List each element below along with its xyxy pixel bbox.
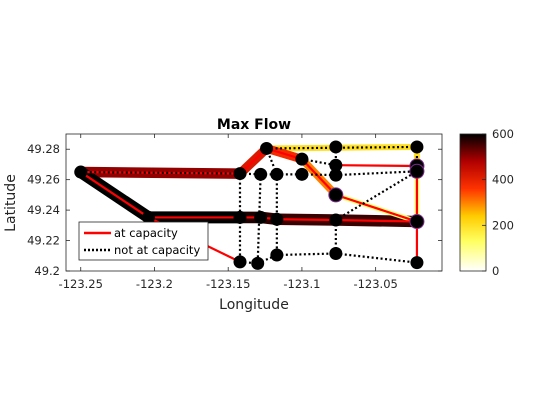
node-21 [410,140,424,154]
node-24 [410,215,424,229]
dotted-edge-17-23 [335,170,417,177]
capacity-edge-13-18 [301,158,337,196]
capacity-edge-11-19 [276,218,336,222]
node-11 [270,212,284,226]
y-tick-label: 49.2 [34,264,60,278]
dotted-edge-3-7 [239,172,261,176]
node-25 [410,256,424,270]
legend-box [78,221,209,261]
capacity-edge-1-3 [80,170,241,175]
node-8 [254,210,268,224]
node-6 [251,256,265,270]
y-tick-label: 49.22 [27,234,60,248]
node-9 [260,141,274,155]
node-16 [329,158,343,172]
y-tick-label: 49.26 [27,173,60,187]
colorbar-tick-label: 0 [492,264,499,278]
node-15 [329,140,343,154]
x-tick-label: -123.05 [353,277,397,291]
dotted-edge-6-12 [257,254,278,265]
colorbar-ticks: 0 200 400 600 [482,127,514,278]
capacity-edge-1-2 [80,171,150,219]
x-tick-label: -123.25 [59,277,103,291]
dotted-edge-20-25 [335,252,418,264]
colorbar-tick-label: 400 [492,173,514,187]
node-10 [270,167,284,181]
y-axis-label: Latitude [3,174,19,232]
node-2 [142,210,156,224]
chart-title: Max Flow [217,117,291,133]
capacity-edge-18-24 [335,193,418,223]
y-tick-label: 49.24 [27,203,60,217]
colorbar-tick-label: 200 [492,218,514,232]
node-20 [329,246,343,260]
x-tick-label: -123.2 [136,277,173,291]
node-18 [329,188,343,202]
legend-label-not-at-capacity: not at capacity [114,243,200,257]
x-axis-label: Longitude [219,297,289,313]
colorbar: 0 200 400 600 [459,127,514,278]
x-axis-ticks: -123.25 -123.2 -123.15 -123.1 -123.05 [59,134,398,291]
capacity-edge-16-22 [335,164,417,168]
node-3 [233,167,247,181]
colorbar-tick-label: 600 [492,127,514,141]
node-23 [410,164,424,178]
y-tick-label: 49.28 [27,142,60,156]
node-19 [329,213,343,227]
capacity-edge-19-24 [335,218,417,223]
x-tick-label: -123.1 [283,277,320,291]
legend-label-at-capacity: at capacity [114,226,178,240]
node-5 [233,255,247,269]
node-13 [295,152,309,166]
dotted-edge-7-6 [256,174,262,264]
node-17 [329,168,343,182]
y-axis-ticks: 49.2 49.22 49.24 49.26 49.28 [27,142,442,278]
colorbar-gradient [459,133,487,272]
dotted-edge-12-20 [276,252,336,257]
x-tick-label: -123.15 [206,277,250,291]
legend: at capacity not at capacity [78,221,209,261]
node-4 [233,210,247,224]
node-14 [295,167,309,181]
node-1 [74,165,88,179]
node-7 [254,167,268,181]
nodes-layer [74,140,425,270]
node-12 [270,248,284,262]
